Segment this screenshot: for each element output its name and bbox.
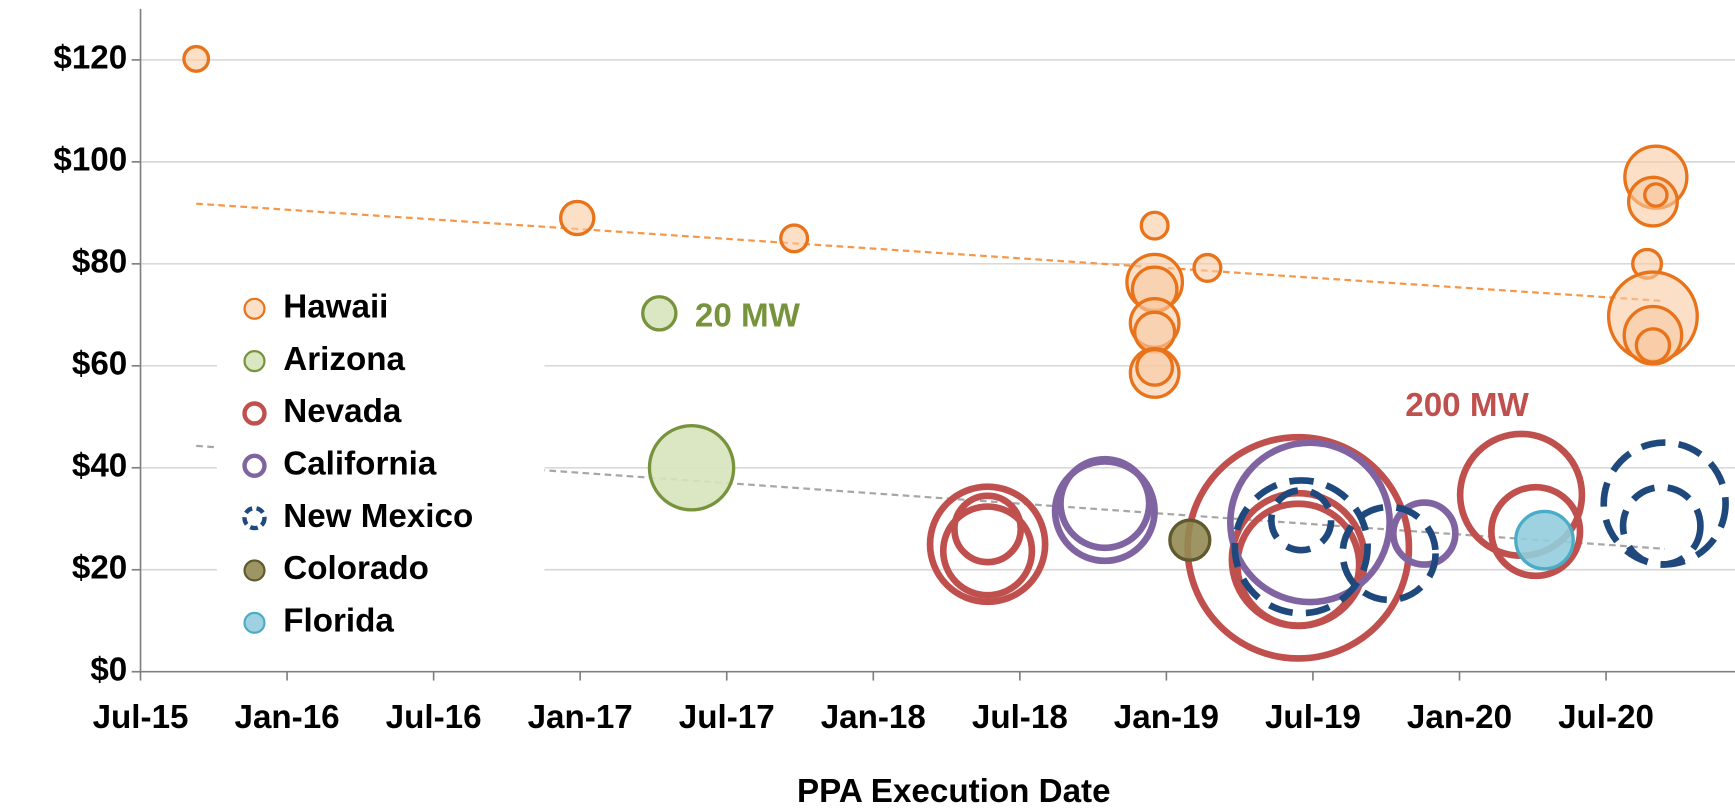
bubble xyxy=(1339,503,1439,604)
bubble xyxy=(1139,210,1170,241)
legend-marker xyxy=(242,453,267,478)
legend-marker xyxy=(243,297,266,320)
bubble xyxy=(1514,509,1575,571)
bubble xyxy=(926,483,1049,606)
annotation: 200 MW xyxy=(1405,387,1529,424)
x-tick-label: Jul-19 xyxy=(1265,699,1361,736)
y-tick-label: $80 xyxy=(72,244,127,281)
x-tick-label: Jan-19 xyxy=(1114,699,1219,736)
y-tick-label: $120 xyxy=(53,40,127,77)
legend-marker xyxy=(243,559,266,582)
bubble xyxy=(1057,455,1153,552)
x-tick-label: Jul-15 xyxy=(93,699,189,736)
x-tick-label: Jan-20 xyxy=(1407,699,1512,736)
legend-label: New Mexico xyxy=(283,498,473,535)
y-tick-label: $20 xyxy=(72,550,127,587)
bubble xyxy=(951,492,1025,566)
bubble xyxy=(647,424,736,512)
y-tick-label: $60 xyxy=(72,346,127,383)
legend-label: Nevada xyxy=(283,393,402,430)
y-tick-label: $40 xyxy=(72,448,127,485)
bubble xyxy=(1227,439,1393,606)
legend-box xyxy=(216,278,545,653)
bubble xyxy=(1643,182,1669,208)
x-tick-label: Jul-17 xyxy=(679,699,775,736)
bubble xyxy=(1231,477,1371,617)
bubble xyxy=(1389,499,1459,568)
y-tick-label: $100 xyxy=(53,142,127,179)
bubble xyxy=(1135,347,1175,387)
x-tick-label: Jul-18 xyxy=(972,699,1068,736)
legend-label: Florida xyxy=(283,603,394,640)
y-tick-label: $0 xyxy=(90,651,127,688)
annotation: 20 MW xyxy=(695,297,801,334)
x-tick-label: Jan-16 xyxy=(234,699,339,736)
bubble xyxy=(1133,310,1177,354)
bubble xyxy=(939,503,1036,599)
legend-marker xyxy=(242,505,267,531)
bubble xyxy=(1488,483,1584,580)
bubble xyxy=(182,44,211,73)
bubble xyxy=(779,223,810,254)
bubble xyxy=(1619,483,1704,568)
bubble xyxy=(1634,327,1672,364)
legend-label: Arizona xyxy=(283,341,405,378)
trend-line xyxy=(196,202,1665,303)
legend-label: Hawaii xyxy=(283,289,388,326)
x-tick-label: Jul-16 xyxy=(386,699,482,736)
x-tick-label: Jan-18 xyxy=(821,699,926,736)
legend-marker xyxy=(243,611,266,634)
bubble xyxy=(1168,518,1212,562)
bubble xyxy=(1192,252,1223,283)
bubble xyxy=(559,199,596,237)
bubble xyxy=(641,295,678,332)
legend-marker xyxy=(242,401,267,426)
x-tick-label: Jan-17 xyxy=(528,699,633,736)
x-tick-label: Jul-20 xyxy=(1558,699,1654,736)
legend-marker xyxy=(243,350,266,373)
legend-label: Colorado xyxy=(283,550,429,587)
bubble xyxy=(1268,487,1335,554)
x-axis-title: PPA Execution Date xyxy=(797,773,1111,809)
legend-label: California xyxy=(283,446,437,483)
